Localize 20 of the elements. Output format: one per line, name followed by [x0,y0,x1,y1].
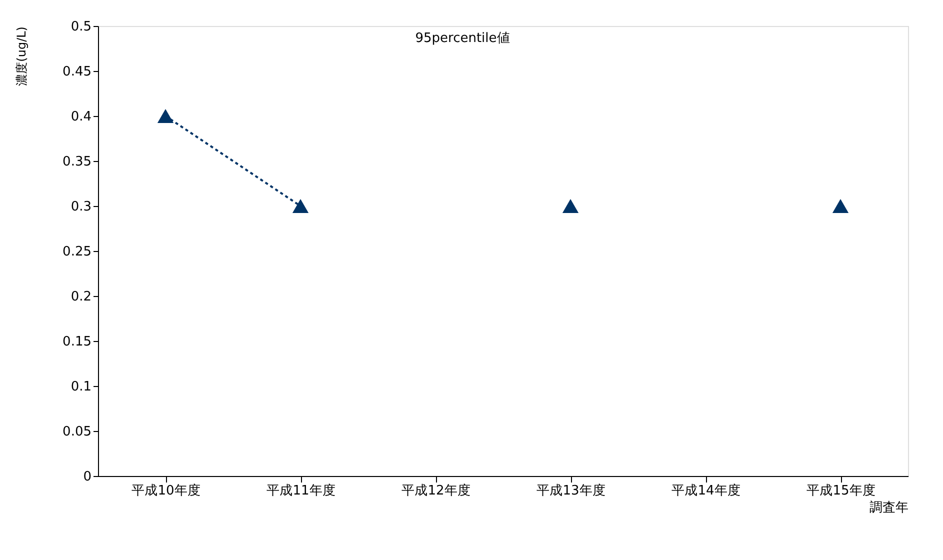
y-tick-label: 0.5 [70,20,92,34]
x-tick-label: 平成13年度 [536,482,606,498]
x-axis-title: 調査年 [870,500,908,516]
x-tick-label: 平成14年度 [672,482,740,498]
y-tick-label: 0.15 [62,334,92,350]
y-tick-label: 0.05 [62,424,92,440]
x-tick-label: 平成10年度 [132,482,200,498]
x-tick-label: 平成15年度 [806,482,876,498]
y-tick-label: 0.35 [62,154,92,170]
y-tick-label: 0.2 [70,290,92,304]
y-tick-label: 0.1 [70,380,92,394]
y-tick-label: 0.45 [62,64,92,80]
x-tick-label: 平成12年度 [402,482,470,498]
x-tick-label: 平成11年度 [266,482,336,498]
y-tick-label: 0.25 [62,244,92,260]
y-axis-title: 濃度(ug/L) [14,26,28,86]
y-tick-label: 0.3 [70,200,92,214]
chart-title: 95percentile値 [415,31,510,46]
y-tick-label: 0.4 [70,110,92,124]
y-tick-label: 0 [83,470,92,484]
